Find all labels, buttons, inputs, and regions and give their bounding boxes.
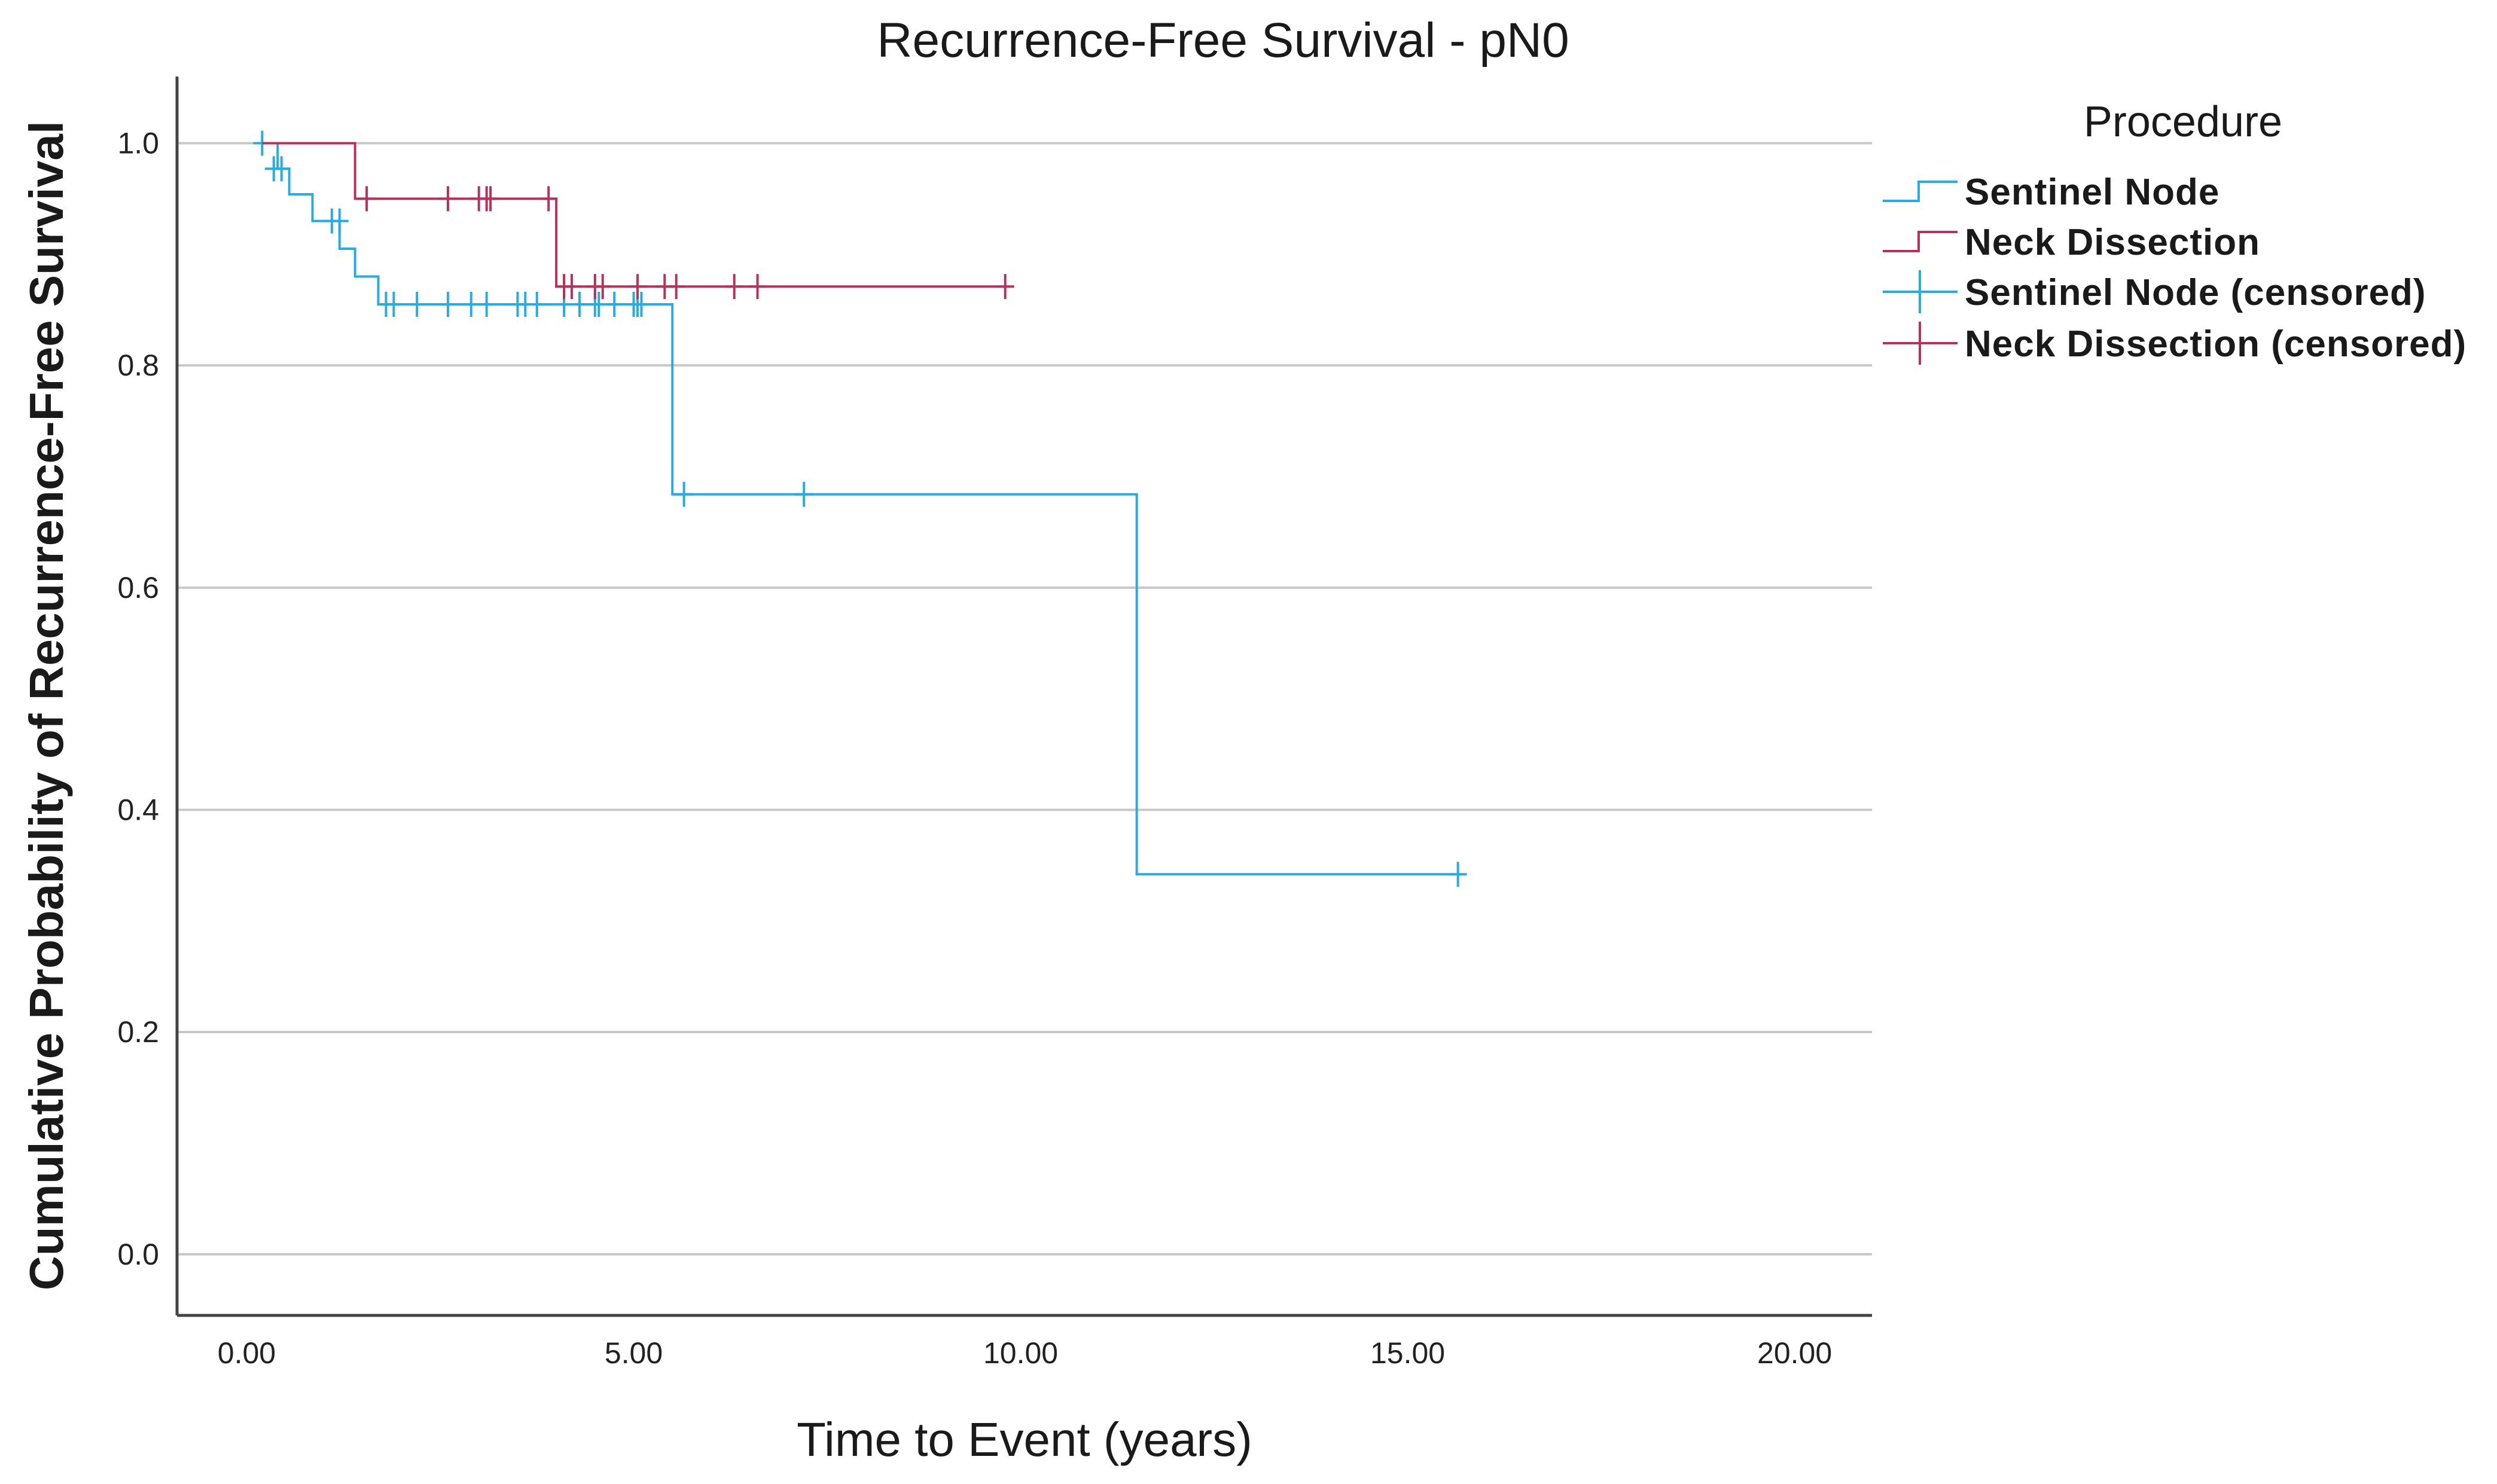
legend-step-swatch	[1883, 181, 1958, 202]
x-tick-label: 20.00	[1757, 1336, 1832, 1370]
y-tick-label: 0.6	[117, 571, 159, 604]
sentinel-node-censor-mark	[1449, 862, 1467, 887]
neck-dissection-censor-mark	[593, 274, 612, 300]
sentinel-node-censor-mark	[272, 156, 291, 182]
survival-curves	[253, 130, 1467, 887]
sentinel-node-censor-mark	[438, 291, 457, 317]
sentinel-node-censor-mark	[590, 291, 608, 317]
x-axis-label: Time to Event (years)	[797, 1413, 1252, 1466]
sentinel-node-censor-mark	[408, 291, 426, 317]
legend-step-swatch	[1883, 231, 1958, 252]
sentinel-node-censor-mark	[385, 291, 403, 317]
grid-lines	[177, 142, 1872, 1256]
legend-label: Neck Dissection	[1965, 222, 2260, 263]
sentinel-node-censor-mark	[605, 291, 624, 317]
neck-dissection-censor-mark	[481, 186, 500, 212]
x-ticks: 0.00 5.00 10.00 15.00 20.00	[218, 1336, 1832, 1370]
legend: Procedure Sentinel Node Neck Dissection Se…	[1883, 98, 2466, 365]
neck-dissection-censor-mark	[628, 274, 647, 300]
y-ticks: 0.0 0.2 0.4 0.6 0.8 1.0	[117, 126, 159, 1271]
legend-label: Sentinel Node	[1965, 172, 2219, 213]
sentinel-node-censor-mark	[528, 291, 546, 317]
y-tick-label: 0.2	[117, 1015, 159, 1049]
legend-label: Neck Dissection (censored)	[1965, 323, 2466, 365]
neck-dissection-censor-mark	[667, 274, 685, 300]
x-tick-label: 15.00	[1370, 1336, 1445, 1370]
neck-dissection-curve	[262, 142, 1010, 288]
sentinel-node-censor-mark	[330, 208, 349, 234]
sentinel-node-censor-mark	[795, 481, 813, 507]
neck-dissection-censor-mark	[562, 274, 581, 300]
neck-dissection-censor-mark	[748, 274, 767, 300]
sentinel-node-censor-mark	[632, 291, 651, 317]
neck-dissection-censor-mark	[725, 274, 743, 300]
neck-dissection-censor-mark	[358, 186, 376, 212]
sentinel-node-censor-mark	[675, 481, 693, 507]
legend-title: Procedure	[2084, 98, 2282, 146]
x-tick-label: 10.00	[983, 1336, 1058, 1370]
y-tick-label: 1.0	[117, 126, 159, 160]
sentinel-node-censor-mark	[462, 291, 480, 317]
sentinel-node-censor-mark	[477, 291, 496, 317]
x-tick-label: 5.00	[605, 1336, 663, 1370]
y-tick-label: 0.4	[117, 793, 159, 826]
y-axis-label: Cumulative Probability of Recurrence-Fre…	[20, 121, 73, 1290]
neck-dissection-censor-mark	[539, 186, 558, 212]
legend-censor-swatch	[1883, 270, 1958, 313]
neck-dissection-censor-mark	[996, 274, 1014, 300]
sentinel-node-curve	[262, 142, 1462, 876]
legend-label: Sentinel Node (censored)	[1965, 272, 2426, 313]
y-tick-label: 0.0	[117, 1238, 159, 1271]
neck-dissection-censor-mark	[438, 186, 457, 212]
chart-title: Recurrence-Free Survival - pN0	[877, 13, 1569, 68]
legend-censor-swatch	[1883, 322, 1958, 365]
y-tick-label: 0.8	[117, 349, 159, 382]
sentinel-node-censor-mark	[570, 291, 589, 317]
x-tick-label: 0.00	[218, 1336, 276, 1370]
